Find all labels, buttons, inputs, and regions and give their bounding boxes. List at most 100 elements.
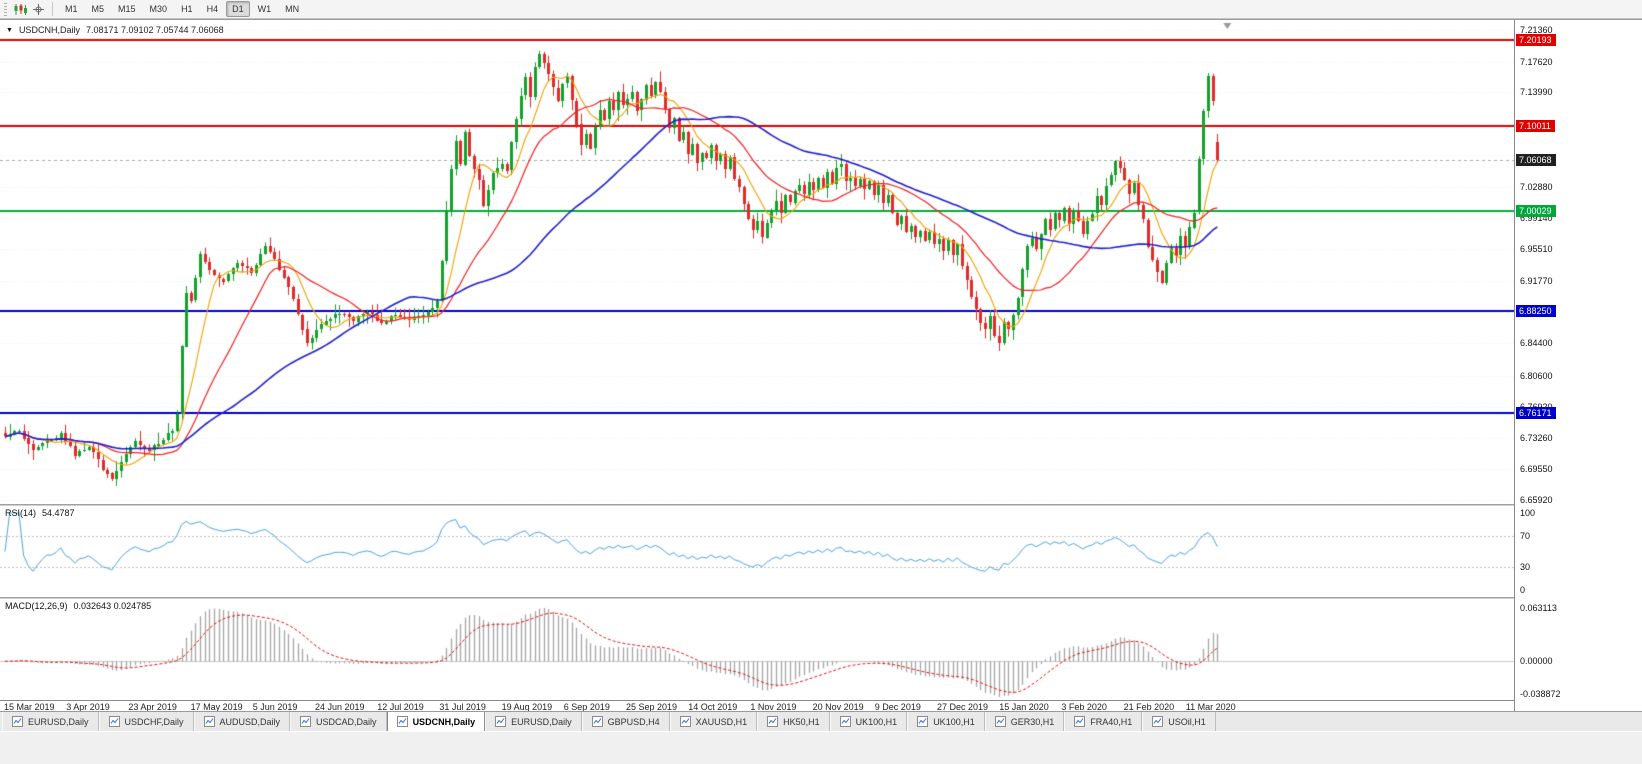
toolbar-grip[interactable] — [4, 2, 7, 16]
timeframes-toolbar: M1 M5 M15 M30 H1 H4 D1 W1 MN — [0, 0, 1642, 19]
time-axis-label: 5 Jun 2019 — [252, 702, 298, 712]
price-axis-tick: 6.73260 — [1520, 432, 1553, 443]
time-axis-label: 27 Dec 2019 — [937, 702, 989, 712]
chart-tab-icon — [917, 716, 929, 727]
chart-tab-icon — [12, 716, 23, 727]
time-axis-label: 3 Feb 2020 — [1061, 702, 1107, 712]
price-axis-tag: 7.10011 — [1516, 120, 1555, 133]
time-axis-label: 15 Mar 2019 — [4, 702, 55, 712]
panel-separator[interactable] — [0, 597, 1642, 599]
price-axis-tick: 7.02880 — [1520, 181, 1553, 192]
rsi-axis-tick: 30 — [1520, 561, 1531, 572]
timeframe-button-mn[interactable]: MN — [285, 4, 300, 14]
timeframe-button-m30[interactable]: M30 — [149, 4, 168, 14]
chart-tab-icon — [994, 716, 1006, 727]
chart-window: ▼ USDCNH,Daily 7.08171 7.09102 7.05744 7… — [0, 19, 1642, 712]
panel-separator[interactable] — [0, 504, 1642, 506]
time-axis-label: 6 Sep 2019 — [563, 702, 610, 712]
chart-tab-fra40-h1[interactable]: FRA40,H1 — [1064, 712, 1143, 731]
chart-tab-label: EURUSD,Daily — [511, 716, 572, 727]
macd-axis-tick: 0.063113 — [1520, 603, 1557, 613]
price-axis-tag: 7.06068 — [1516, 153, 1556, 166]
crosshair-icon[interactable] — [29, 1, 47, 17]
macd-axis-tick: -0.038872 — [1520, 689, 1561, 699]
chart-tab-icon — [495, 716, 507, 727]
price-axis-tick: 6.99140 — [1520, 213, 1553, 224]
timeframe-button-m1[interactable]: M1 — [65, 4, 78, 14]
chart-tab-icon — [1152, 716, 1164, 727]
chart-tab-icon — [108, 716, 120, 727]
chart-tab-usdcad-daily[interactable]: USDCAD,Daily — [290, 712, 387, 731]
chart-tab-icon — [591, 716, 603, 727]
timeframe-buttons-group: M1 M5 M15 M30 H1 H4 D1 W1 MN — [58, 1, 306, 17]
price-axis-tick: 6.91770 — [1520, 275, 1553, 286]
chart-tab-icon — [767, 716, 779, 727]
chart-tab-uk100-h1[interactable]: UK100,H1 — [829, 712, 908, 731]
chart-plot-area: ▼ USDCNH,Daily 7.08171 7.09102 7.05744 7… — [0, 20, 1514, 712]
chart-tab-gbpusd-h4[interactable]: GBPUSD,H4 — [581, 712, 670, 731]
chart-tab-label: FRA40,H1 — [1090, 716, 1133, 727]
chart-tab-label: XAUUSD,H1 — [695, 716, 748, 727]
price-axis-tag: 7.00029 — [1516, 204, 1556, 217]
rsi-axis-tick: 0 — [1520, 585, 1526, 595]
chart-tab-label: UK100,H1 — [855, 716, 898, 727]
time-axis-label: 9 Dec 2019 — [874, 702, 921, 712]
chart-tab-icon — [839, 716, 851, 727]
price-chart-canvas[interactable] — [0, 20, 1514, 504]
chart-tab-usdchf-daily[interactable]: USDCHF,Daily — [98, 712, 194, 731]
candlestick-chart-icon[interactable] — [11, 1, 29, 17]
price-axis-tick: 6.84400 — [1520, 338, 1553, 349]
timeframe-button-h1[interactable]: H1 — [181, 4, 193, 14]
chart-tab-label: GBPUSD,H4 — [607, 716, 660, 727]
chart-tab-ger30-h1[interactable]: GER30,H1 — [984, 712, 1065, 731]
chart-tab-uk100-h1[interactable]: UK100,H1 — [907, 712, 985, 731]
rsi-axis-tick: 70 — [1520, 531, 1531, 542]
time-axis-line — [0, 700, 1642, 701]
rsi-panel-canvas[interactable] — [0, 506, 1514, 597]
time-axis-label: 15 Jan 2020 — [999, 702, 1049, 712]
chart-tab-label: AUDUSD,Daily — [219, 716, 281, 727]
time-axis[interactable]: 15 Mar 2019 3 Apr 2019 23 Apr 2019 17 May 2… — [0, 701, 1514, 712]
chart-tab-label: USDCHF,Daily — [124, 716, 184, 727]
chart-tab-label: GER30,H1 — [1010, 716, 1055, 727]
price-axis-tag: 7.20193 — [1516, 33, 1556, 46]
chart-tab-hk50-h1[interactable]: HK50,H1 — [757, 712, 830, 731]
chart-tab-icon — [679, 716, 691, 727]
time-axis-label: 23 Apr 2019 — [128, 702, 177, 712]
timeframe-button-d1[interactable]: D1 — [226, 1, 250, 17]
chart-tab-icon — [396, 716, 408, 727]
price-axis-tick: 6.65920 — [1520, 495, 1553, 505]
chart-tab-eurusd-daily[interactable]: EURUSD,Daily — [2, 712, 99, 731]
macd-panel-canvas[interactable] — [0, 599, 1514, 700]
price-axis-tick: 7.21360 — [1520, 25, 1553, 35]
price-axis-tick: 7.17620 — [1520, 56, 1553, 67]
chart-tab-label: USDCNH,Daily — [412, 716, 476, 727]
time-axis-label: 20 Nov 2019 — [812, 702, 864, 712]
chart-tab-xauusd-h1[interactable]: XAUUSD,H1 — [669, 712, 758, 731]
time-axis-label: 12 Jul 2019 — [377, 702, 424, 712]
chart-tab-label: USOil,H1 — [1168, 716, 1206, 727]
price-axis-tick: 6.69550 — [1520, 464, 1553, 475]
timeframe-button-m15[interactable]: M15 — [118, 4, 136, 14]
time-axis-label: 17 May 2019 — [190, 702, 243, 712]
time-axis-label: 31 Jul 2019 — [439, 702, 486, 712]
chart-tab-label: HK50,H1 — [783, 716, 820, 727]
time-axis-label: 24 Jun 2019 — [315, 702, 365, 712]
time-axis-label: 3 Apr 2019 — [66, 702, 110, 712]
chart-tab-eurusd-daily[interactable]: EURUSD,Daily — [485, 712, 582, 731]
timeframe-button-m5[interactable]: M5 — [91, 4, 105, 14]
macd-axis-tick: 0.00000 — [1520, 656, 1553, 667]
chart-tab-label: EURUSD,Daily — [28, 716, 89, 727]
timeframe-button-h4[interactable]: H4 — [206, 4, 219, 14]
price-axis-tag: 6.88250 — [1516, 304, 1556, 317]
chart-expand-icon[interactable]: ▼ — [6, 26, 13, 34]
price-axis-column[interactable]: 7.21360 7.17620 7.13990 7.02880 6.99140 6.955… — [1514, 20, 1642, 712]
timeframe-button-w1[interactable]: W1 — [257, 4, 272, 14]
chart-tab-icon — [203, 716, 215, 727]
price-axis-tag: 6.76171 — [1516, 407, 1556, 420]
chart-tab-usdcnh-daily[interactable]: USDCNH,Daily — [386, 712, 486, 731]
chart-tabs-bar: EURUSD,Daily USDCHF,Daily AUDUSD,Daily USDC… — [0, 711, 1642, 731]
chart-tab-audusd-daily[interactable]: AUDUSD,Daily — [193, 712, 291, 731]
chart-tab-usoil-h1[interactable]: USOil,H1 — [1142, 712, 1216, 731]
